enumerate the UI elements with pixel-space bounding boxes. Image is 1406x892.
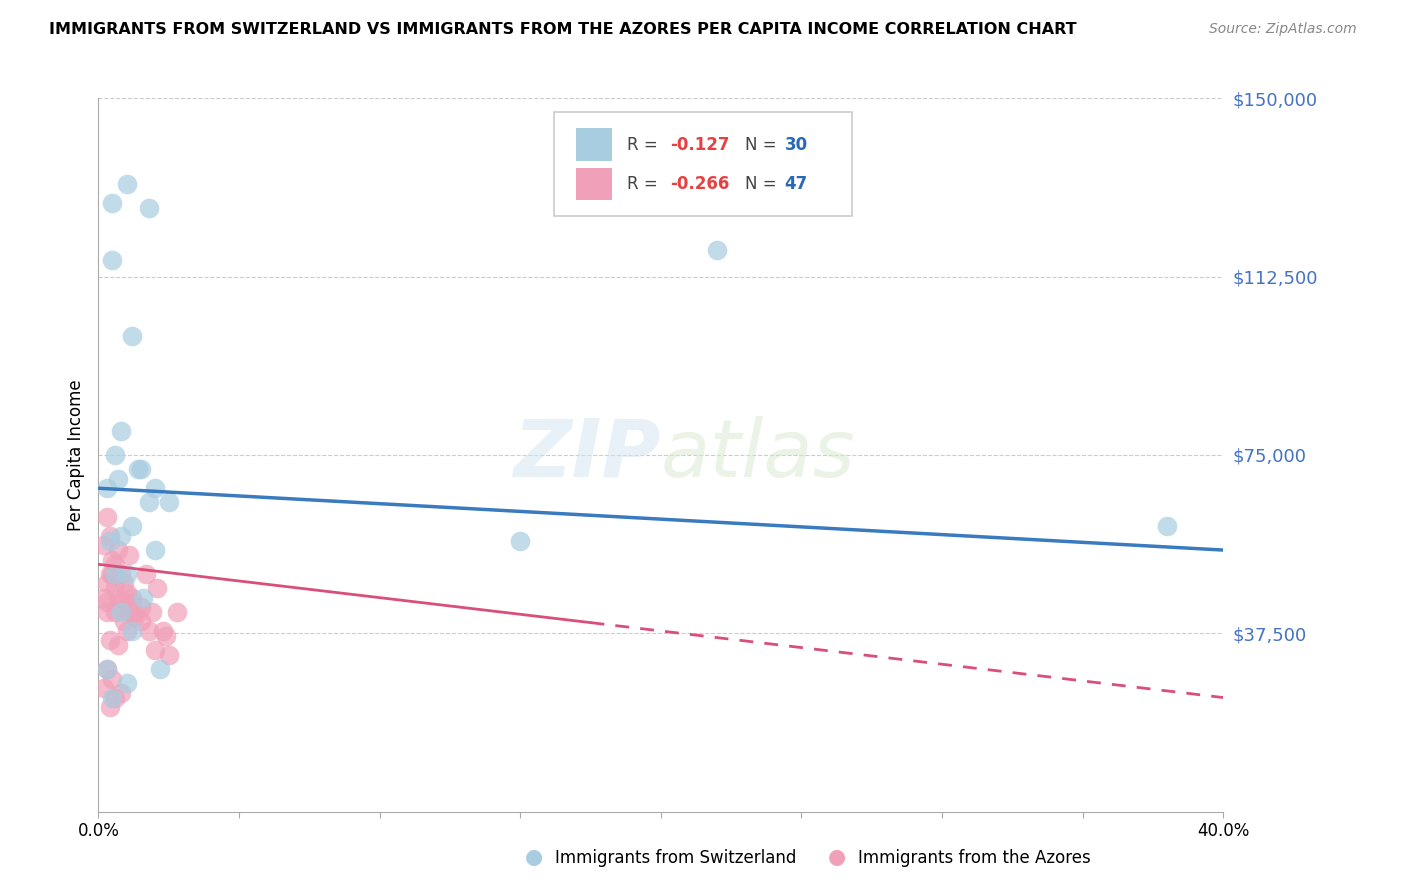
Point	[96, 576, 118, 591]
Point	[101, 252, 124, 267]
Point	[155, 629, 177, 643]
Text: -0.266: -0.266	[669, 175, 730, 193]
Point	[152, 624, 174, 638]
Point	[104, 581, 127, 595]
Point	[146, 581, 169, 595]
Point	[96, 481, 118, 495]
Point	[121, 329, 143, 343]
Bar	[576, 168, 613, 200]
Point	[110, 605, 132, 619]
Point	[118, 605, 141, 619]
Text: Immigrants from Switzerland: Immigrants from Switzerland	[555, 849, 797, 867]
Point	[112, 600, 135, 615]
Point	[104, 558, 127, 572]
Text: atlas: atlas	[661, 416, 856, 494]
Point	[166, 605, 188, 619]
Point	[104, 605, 127, 619]
Point	[104, 690, 127, 705]
Point	[101, 552, 124, 566]
Point	[107, 591, 129, 605]
Point	[121, 519, 143, 533]
Point	[98, 700, 121, 714]
Point	[96, 662, 118, 676]
Point	[115, 624, 138, 638]
Point	[93, 538, 115, 552]
Point	[96, 595, 118, 609]
Point	[132, 591, 155, 605]
Point	[143, 481, 166, 495]
Point	[110, 529, 132, 543]
Point	[101, 195, 124, 210]
Point	[121, 624, 143, 638]
Point	[96, 662, 118, 676]
Point	[110, 595, 132, 609]
Text: R =: R =	[627, 175, 664, 193]
Point	[93, 591, 115, 605]
Text: IMMIGRANTS FROM SWITZERLAND VS IMMIGRANTS FROM THE AZORES PER CAPITA INCOME CORR: IMMIGRANTS FROM SWITZERLAND VS IMMIGRANT…	[49, 22, 1077, 37]
Text: 30: 30	[785, 136, 807, 153]
Point	[157, 495, 180, 509]
Point	[104, 448, 127, 462]
Point	[706, 244, 728, 258]
Point	[101, 566, 124, 581]
Point	[110, 424, 132, 438]
Point	[115, 177, 138, 191]
Point	[110, 686, 132, 700]
Point	[121, 591, 143, 605]
Point	[138, 201, 160, 215]
Point	[157, 648, 180, 662]
Text: Source: ZipAtlas.com: Source: ZipAtlas.com	[1209, 22, 1357, 37]
Point	[115, 586, 138, 600]
Point	[101, 690, 124, 705]
Point	[124, 605, 146, 619]
Text: ZIP: ZIP	[513, 416, 661, 494]
FancyBboxPatch shape	[554, 112, 852, 216]
Point	[101, 672, 124, 686]
Point	[149, 662, 172, 676]
Point	[98, 566, 121, 581]
Point	[118, 548, 141, 562]
Point	[96, 605, 118, 619]
Point	[143, 543, 166, 558]
Point	[509, 533, 531, 548]
Point	[124, 609, 146, 624]
Text: ●: ●	[526, 847, 543, 867]
Point	[127, 462, 149, 476]
Point	[98, 633, 121, 648]
Point	[129, 462, 152, 476]
Text: 47: 47	[785, 175, 808, 193]
Text: ●: ●	[828, 847, 845, 867]
Text: Immigrants from the Azores: Immigrants from the Azores	[858, 849, 1091, 867]
Point	[107, 543, 129, 558]
Point	[110, 566, 132, 581]
Text: N =: N =	[745, 175, 782, 193]
Bar	[576, 128, 613, 161]
Point	[129, 600, 152, 615]
Point	[93, 681, 115, 695]
Point	[115, 566, 138, 581]
Y-axis label: Per Capita Income: Per Capita Income	[66, 379, 84, 531]
Point	[138, 495, 160, 509]
Point	[135, 566, 157, 581]
Point	[107, 638, 129, 652]
Point	[141, 605, 163, 619]
Point	[115, 676, 138, 690]
Point	[104, 566, 127, 581]
Text: N =: N =	[745, 136, 782, 153]
Point	[121, 595, 143, 609]
Point	[129, 615, 152, 629]
Point	[1156, 519, 1178, 533]
Point	[112, 615, 135, 629]
Point	[107, 472, 129, 486]
Point	[112, 576, 135, 591]
Text: -0.127: -0.127	[669, 136, 730, 153]
Point	[98, 533, 121, 548]
Point	[143, 643, 166, 657]
Text: R =: R =	[627, 136, 664, 153]
Point	[98, 529, 121, 543]
Point	[138, 624, 160, 638]
Point	[96, 509, 118, 524]
